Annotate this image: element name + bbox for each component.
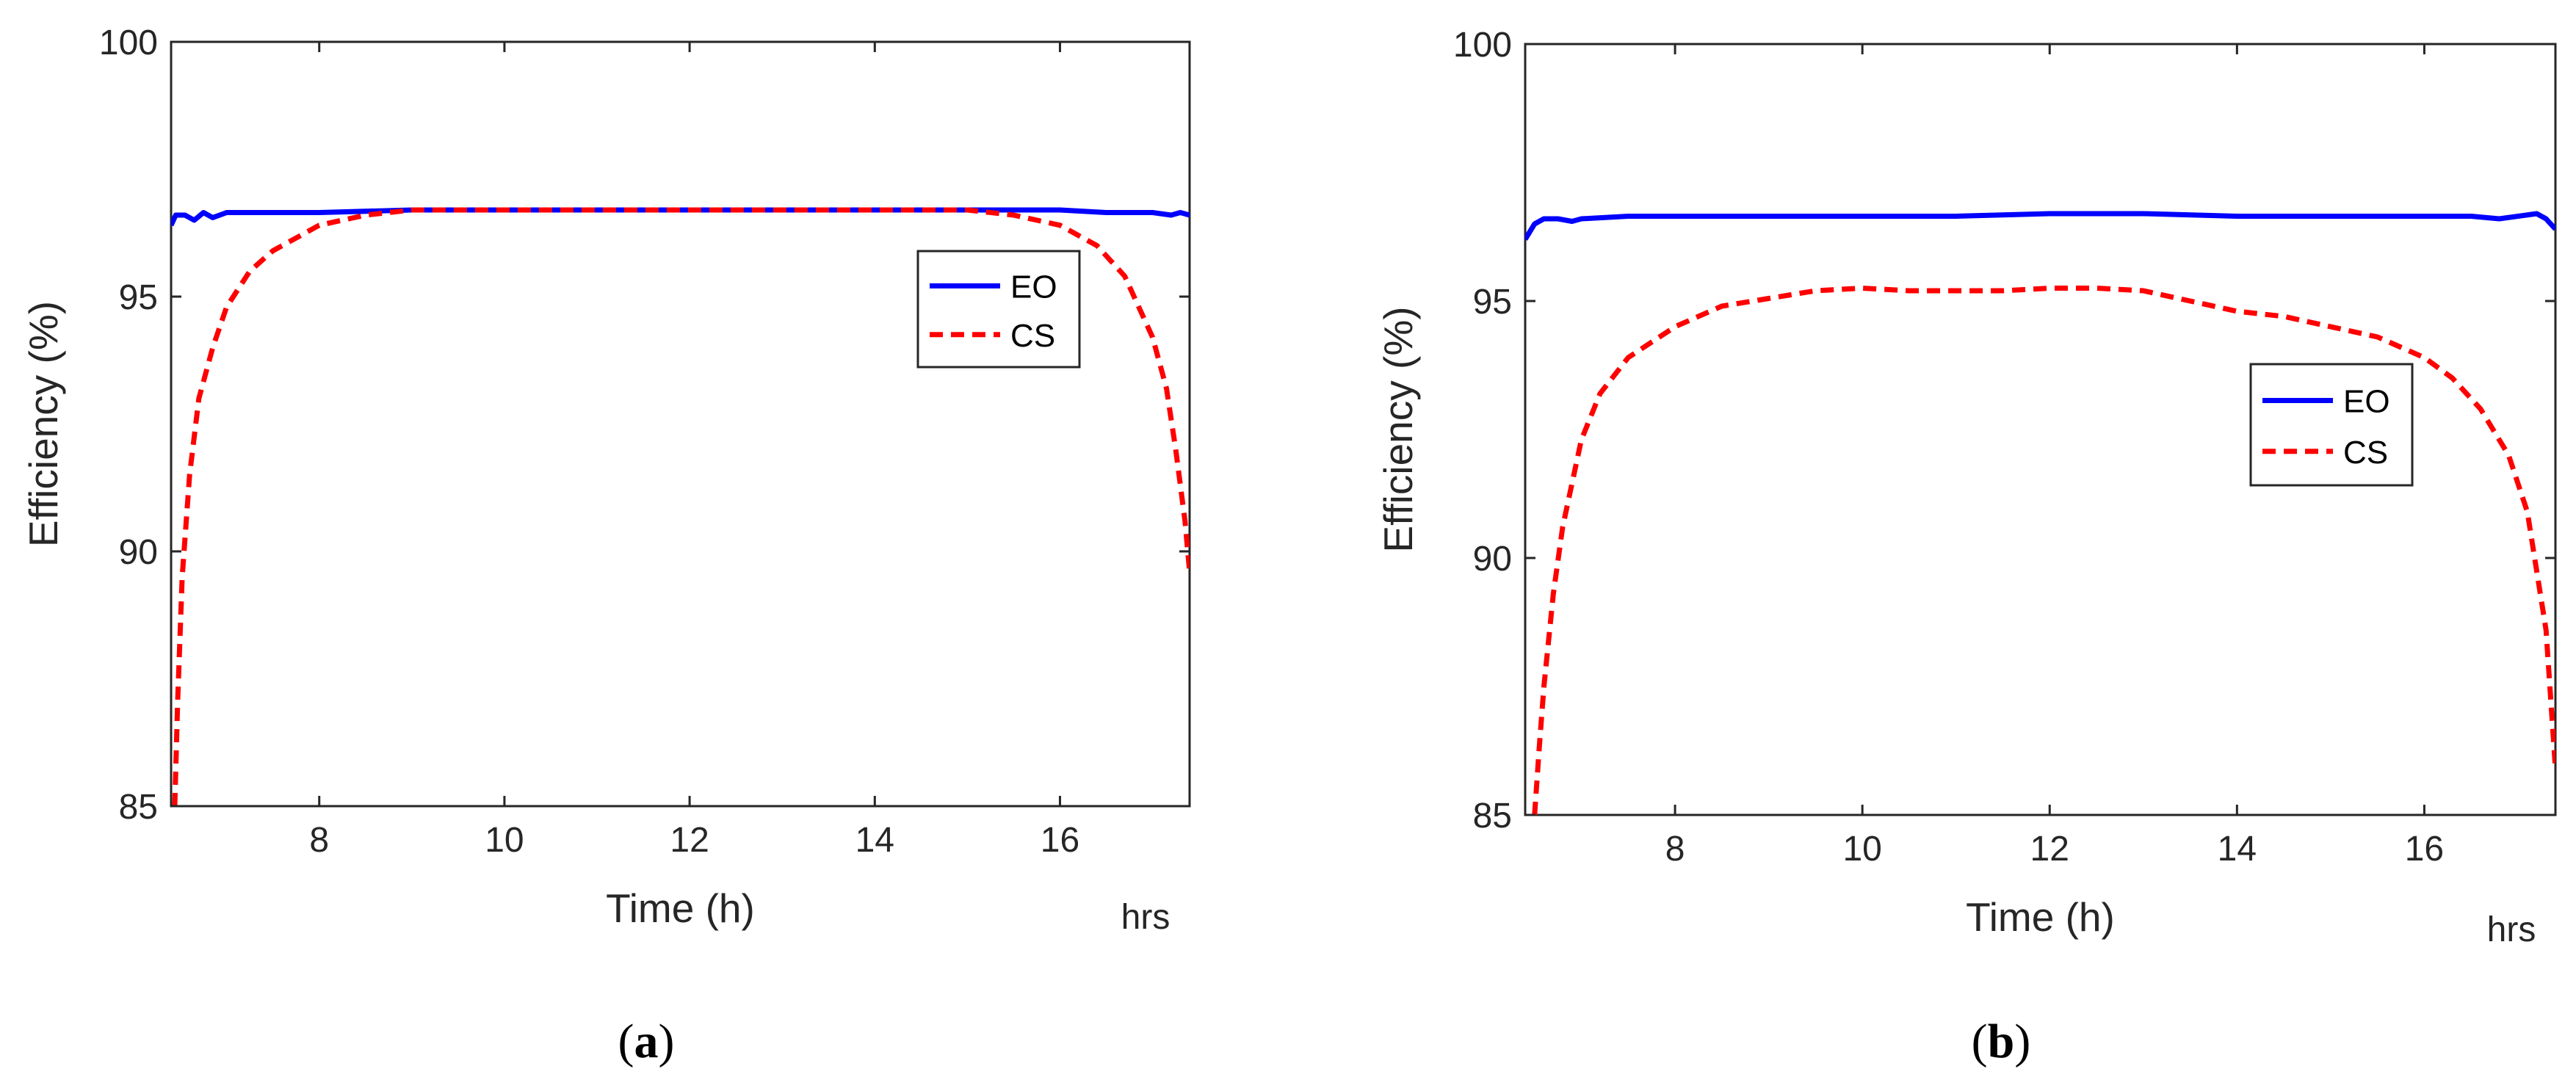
legend-box <box>916 250 1081 369</box>
legend: EO CS <box>2249 363 2414 487</box>
plot-area <box>170 40 1191 808</box>
x-tick-label: 10 <box>1842 830 1881 869</box>
x-tick-label: 12 <box>2030 830 2069 869</box>
panel-label: (b) <box>1972 1015 2031 1068</box>
x-tick-label: 16 <box>2405 830 2444 869</box>
legend-label-cs: CS <box>1010 318 1055 354</box>
chart-panel-a: 8 10 12 14 16 85 90 95 100 Time (h) Efficiency (%)… <box>21 23 1191 1068</box>
series-group <box>171 207 1190 806</box>
y-tick-label: 85 <box>119 788 158 827</box>
x-tick-label: 12 <box>670 821 709 860</box>
x-unit-label: hrs <box>2487 910 2536 949</box>
series-line-cs <box>1532 286 2555 815</box>
legend-label-eo: EO <box>1010 269 1057 305</box>
x-tick-label: 10 <box>485 821 524 860</box>
panel-label: (a) <box>618 1015 675 1068</box>
x-unit-label: hrs <box>1121 898 1171 937</box>
legend-label-eo: EO <box>2343 384 2390 420</box>
x-tick-label: 8 <box>1665 830 1685 869</box>
y-tick-label: 95 <box>1473 283 1512 322</box>
series-line-eo <box>1525 211 2555 241</box>
chart-panel-b: 8 10 12 14 16 85 90 95 100 Time (h) Efficiency (%)… <box>1375 26 2557 1068</box>
x-tick-label: 8 <box>309 821 329 860</box>
x-tick-label: 14 <box>2218 830 2257 869</box>
x-tick-label: 16 <box>1041 821 1079 860</box>
y-tick-label: 95 <box>119 278 158 317</box>
y-tick-label: 100 <box>1453 26 1512 65</box>
y-tick-label: 90 <box>119 533 158 572</box>
x-tick-label: 14 <box>855 821 894 860</box>
legend-box <box>2249 363 2414 487</box>
y-tick-label: 90 <box>1473 540 1512 579</box>
y-tick-label: 85 <box>1473 797 1512 836</box>
y-axis-label: Efficiency (%) <box>1375 306 1421 552</box>
y-axis-label: Efficiency (%) <box>21 301 66 547</box>
series-group <box>1525 211 2555 815</box>
legend-label-cs: CS <box>2343 435 2388 471</box>
x-axis-label: Time (h) <box>606 885 755 931</box>
y-tick-label: 100 <box>99 23 158 62</box>
series-line-cs <box>172 207 1190 806</box>
x-axis-label: Time (h) <box>1966 894 2115 940</box>
legend: EO CS <box>916 250 1081 369</box>
